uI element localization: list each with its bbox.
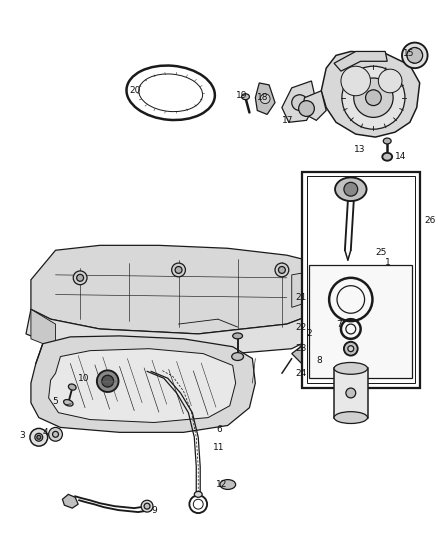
Ellipse shape — [64, 400, 73, 406]
Circle shape — [342, 66, 405, 129]
Text: 8: 8 — [316, 356, 322, 365]
Circle shape — [37, 435, 41, 439]
Circle shape — [292, 95, 307, 110]
Ellipse shape — [320, 325, 332, 333]
Circle shape — [346, 388, 356, 398]
Circle shape — [141, 500, 153, 512]
Polygon shape — [302, 91, 326, 120]
Polygon shape — [334, 52, 387, 71]
Ellipse shape — [68, 384, 76, 390]
Polygon shape — [255, 83, 275, 115]
Text: 6: 6 — [216, 425, 222, 434]
Ellipse shape — [382, 153, 392, 160]
Polygon shape — [292, 268, 331, 308]
Text: 15: 15 — [403, 49, 414, 58]
Bar — [310, 265, 412, 378]
Circle shape — [344, 182, 358, 196]
Circle shape — [344, 342, 358, 356]
Ellipse shape — [335, 177, 367, 201]
Text: 3: 3 — [19, 431, 25, 440]
Text: 13: 13 — [354, 146, 365, 155]
Text: 25: 25 — [375, 248, 387, 257]
Ellipse shape — [334, 362, 367, 374]
Text: 23: 23 — [296, 344, 307, 353]
Ellipse shape — [321, 304, 331, 310]
Ellipse shape — [220, 480, 236, 489]
Circle shape — [30, 429, 48, 446]
Polygon shape — [31, 309, 56, 349]
Text: 10: 10 — [78, 374, 90, 383]
Ellipse shape — [334, 411, 367, 424]
Bar — [302, 172, 420, 388]
Text: 5: 5 — [53, 397, 58, 406]
Polygon shape — [31, 336, 255, 432]
Ellipse shape — [194, 491, 202, 497]
Polygon shape — [292, 344, 311, 366]
Text: 7: 7 — [336, 320, 342, 328]
Bar — [334, 368, 367, 417]
Text: 4: 4 — [43, 428, 48, 437]
Bar — [307, 176, 415, 383]
Text: 2: 2 — [307, 329, 312, 338]
Circle shape — [299, 101, 314, 116]
Circle shape — [275, 263, 289, 277]
Polygon shape — [31, 245, 336, 334]
Text: 24: 24 — [296, 369, 307, 378]
Circle shape — [35, 433, 43, 441]
Text: 9: 9 — [151, 506, 157, 514]
Polygon shape — [321, 52, 420, 137]
Text: 21: 21 — [296, 293, 307, 302]
Circle shape — [49, 427, 62, 441]
Circle shape — [73, 271, 87, 285]
Text: 18: 18 — [257, 93, 269, 102]
Circle shape — [402, 43, 427, 68]
Circle shape — [354, 78, 393, 117]
Circle shape — [407, 47, 423, 63]
Circle shape — [175, 266, 182, 273]
Ellipse shape — [241, 94, 249, 100]
Text: 1: 1 — [385, 257, 391, 266]
Circle shape — [378, 69, 402, 93]
Text: 20: 20 — [129, 86, 141, 95]
Text: 11: 11 — [213, 442, 225, 451]
Circle shape — [341, 66, 371, 96]
Polygon shape — [26, 309, 331, 357]
Circle shape — [144, 503, 150, 509]
Text: 22: 22 — [296, 322, 307, 332]
Text: 12: 12 — [216, 480, 227, 489]
Circle shape — [102, 375, 113, 387]
Circle shape — [260, 94, 270, 103]
Text: 19: 19 — [236, 91, 247, 100]
Circle shape — [172, 263, 185, 277]
Polygon shape — [49, 349, 236, 423]
Text: 17: 17 — [282, 116, 293, 125]
Circle shape — [53, 431, 59, 437]
Ellipse shape — [232, 353, 244, 360]
Polygon shape — [62, 494, 78, 508]
Circle shape — [97, 370, 119, 392]
Text: 14: 14 — [395, 152, 406, 161]
Polygon shape — [282, 81, 316, 122]
Circle shape — [348, 346, 354, 352]
Ellipse shape — [233, 333, 243, 339]
Circle shape — [279, 266, 285, 273]
Circle shape — [366, 90, 381, 106]
Circle shape — [77, 274, 84, 281]
Ellipse shape — [383, 138, 391, 144]
Text: 26: 26 — [424, 216, 436, 225]
